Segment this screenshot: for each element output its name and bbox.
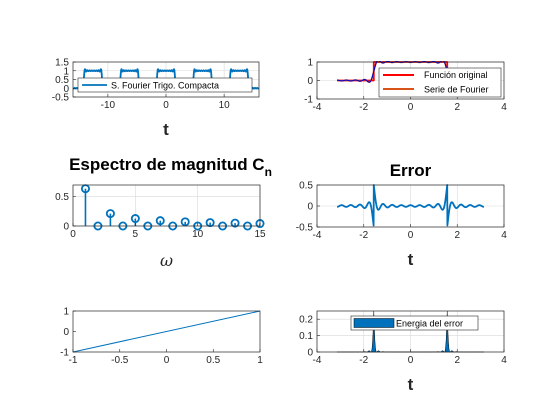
x-tick-label: 2: [454, 355, 460, 366]
x-tick-label: 10: [192, 229, 204, 240]
chart-p4: -4 -2 0 2 4 -0.5 0 0.5 t Error: [296, 161, 507, 269]
legend-entry: Función original: [424, 70, 488, 80]
x-tick-label: 0: [70, 229, 76, 240]
x-tick-label: 2: [454, 230, 460, 241]
x-tick-label: 4: [501, 355, 507, 366]
legend: Energia del error: [350, 315, 479, 331]
stem-marker: [155, 216, 165, 226]
x-tick-label: -2: [359, 230, 368, 241]
stem-marker: [180, 217, 190, 227]
legend: S. Fourier Trigo. Compacta: [77, 77, 253, 93]
data-layer: [336, 184, 485, 227]
x-tick-label: -10: [101, 100, 116, 111]
x-tick-label: -4: [313, 355, 322, 366]
x-axis-label: ω: [160, 251, 173, 270]
chart-p5: -1 -0.5 0 0.5 1 -1 0 1: [60, 307, 263, 367]
series-p4-0: [336, 184, 485, 227]
chart-title: Espectro de magnitud Cn: [69, 155, 272, 179]
x-tick-label: -4: [313, 230, 322, 241]
x-tick-label: 4: [501, 230, 507, 241]
plot-area: [73, 185, 260, 226]
y-tick-label: 1: [307, 58, 313, 69]
x-tick-label: 0: [408, 355, 414, 366]
x-tick-label: -4: [313, 102, 322, 113]
y-tick-label: 0.1: [299, 331, 313, 342]
x-tick-label: 4: [501, 102, 507, 113]
y-tick-label: 0: [307, 348, 313, 359]
chart-p3: 0 5 10 15 0 0.5 ω Espectro de magnitud Cn: [55, 155, 272, 270]
series-p5-0: [73, 310, 260, 353]
x-tick-label: 15: [254, 229, 266, 240]
x-tick-label: -0.5: [111, 355, 129, 366]
x-tick-label: 5: [133, 229, 139, 240]
axes-frame: [72, 184, 261, 227]
x-tick-label: 10: [219, 100, 231, 111]
y-tick-label: 0.2: [299, 315, 313, 326]
y-tick-label: 1.5: [55, 58, 69, 69]
y-tick-label: 0: [63, 327, 69, 338]
y-tick-label: 0: [307, 76, 313, 87]
x-tick-label: 0.5: [206, 355, 220, 366]
x-tick-label: 2: [454, 102, 460, 113]
x-axis-label: t: [408, 375, 414, 394]
legend: Función original Serie de Fourier: [378, 67, 502, 98]
x-axis-label: t: [408, 250, 414, 269]
chart-p6: -4 -2 0 2 4 0 0.1 0.2 t Energia del error: [299, 310, 507, 394]
x-tick-label: 0: [163, 100, 169, 111]
y-tick-label: -1: [60, 348, 69, 359]
legend-entry: Energia del error: [396, 319, 463, 329]
x-tick-label: 0: [408, 230, 414, 241]
y-tick-label: 1: [63, 307, 69, 318]
legend-entry: S. Fourier Trigo. Compacta: [111, 81, 219, 91]
y-tick-label: 0: [63, 222, 69, 233]
x-tick-label: 0: [164, 355, 170, 366]
y-tick-label: -0.5: [296, 223, 314, 234]
y-tick-label: -1: [304, 95, 313, 106]
y-tick-label: 0.5: [55, 75, 69, 86]
legend-box: [378, 67, 502, 98]
legend-box: [77, 77, 253, 93]
x-tick-label: 1: [257, 355, 263, 366]
x-tick-label: -1: [69, 355, 78, 366]
x-tick-label: -2: [359, 102, 368, 113]
y-tick-label: -0.5: [52, 93, 70, 104]
chart-p1: -10 0 10-0.500.511.5tS. Fourier Trigo. Com…: [52, 58, 260, 139]
x-axis-label: t: [163, 120, 169, 139]
y-tick-label: 0: [63, 84, 69, 95]
data-layer: [73, 310, 260, 353]
x-tick-label: -2: [359, 355, 368, 366]
stem-marker: [105, 209, 115, 219]
stem-marker: [130, 214, 140, 224]
x-tick-label: 0: [408, 102, 414, 113]
chart-title-subscript: n: [265, 165, 272, 179]
chart-p2: -4 -2 0 2 4 -1 0 1 Función original Serie de Four…: [304, 58, 507, 114]
y-tick-label: 0.5: [55, 192, 69, 203]
legend-entry: Serie de Fourier: [424, 85, 489, 95]
y-tick-label: 0.5: [299, 181, 313, 192]
legend-swatch: [353, 318, 395, 328]
chart-title: Error: [390, 161, 432, 180]
stem-marker: [230, 218, 240, 228]
y-tick-label: 1: [63, 66, 69, 77]
y-tick-label: 0: [307, 202, 313, 213]
